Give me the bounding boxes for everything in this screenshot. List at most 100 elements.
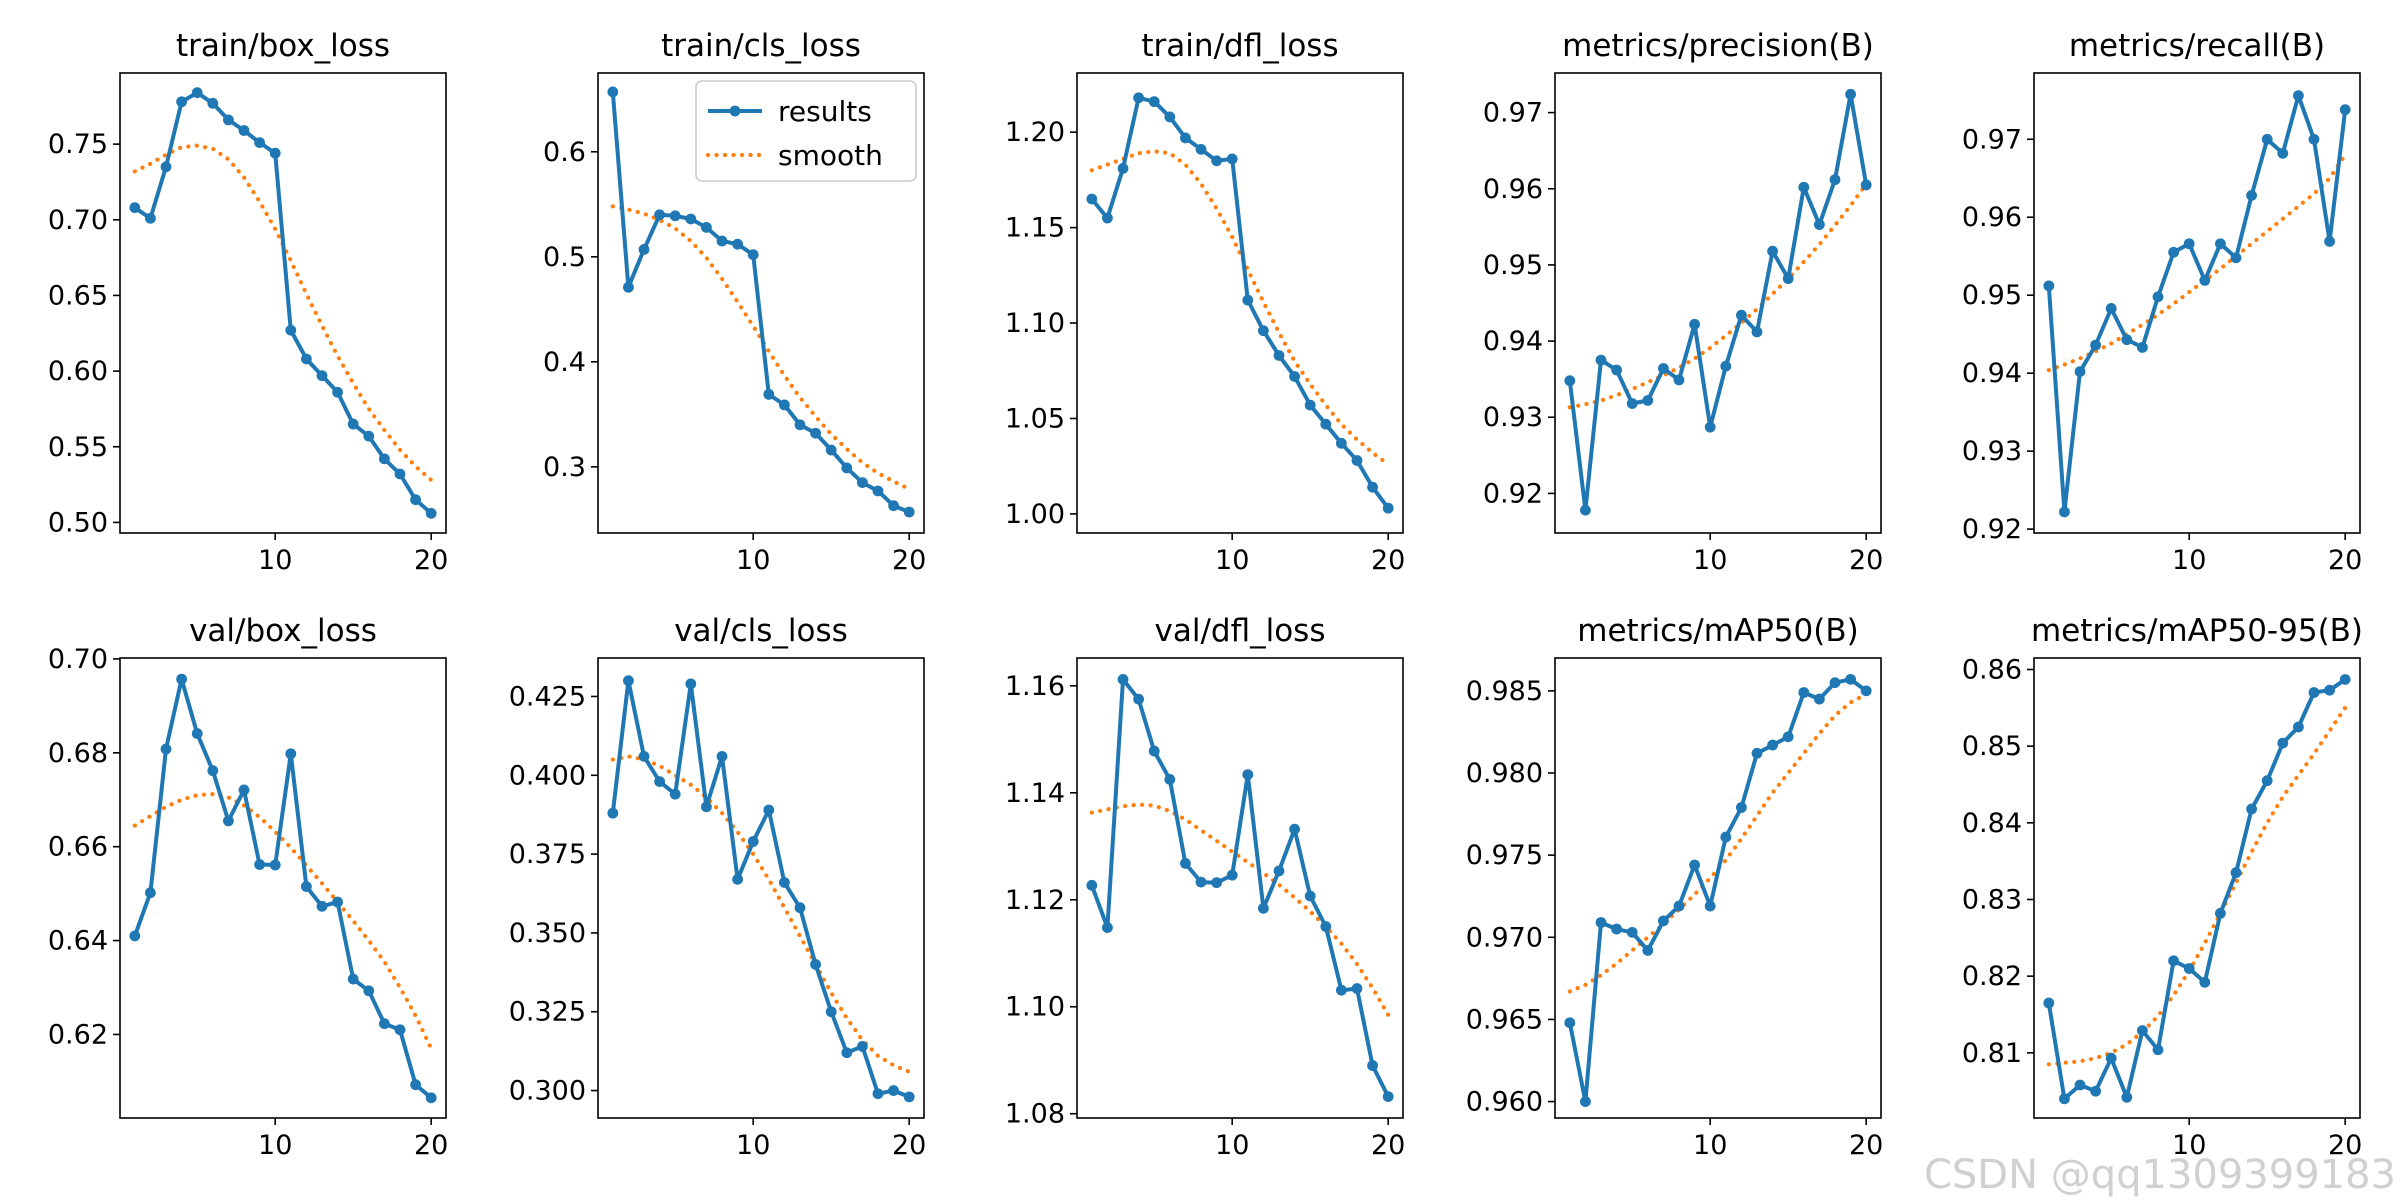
results-point <box>2152 1044 2164 1056</box>
results-point <box>1580 1096 1591 1107</box>
x-tick-label: 20 <box>2328 1130 2362 1161</box>
y-tick-label: 0.82 <box>1962 961 2022 992</box>
y-tick-label: 0.70 <box>48 644 108 675</box>
y-tick-label: 1.20 <box>1005 117 1065 148</box>
subplot-title: train/box_loss <box>176 28 390 64</box>
results-point <box>1180 857 1191 869</box>
results-point <box>191 87 203 99</box>
y-tick-label: 0.92 <box>1483 478 1543 509</box>
subplot-metrics-precision-b: metrics/precision(B) 10 20 0.92 0.93 0.94 0.95… <box>1483 28 1883 576</box>
x-tick-label: 10 <box>1693 1130 1727 1161</box>
results-point <box>638 244 650 255</box>
subplot-train-cls-loss: train/cls_loss 10 20 0.3 0.4 0.5 0.6 results smo… <box>543 28 926 576</box>
results-point <box>1658 915 1669 927</box>
y-tick-label: 0.55 <box>48 432 108 463</box>
axes-frame <box>119 657 447 1119</box>
results-point <box>638 750 650 762</box>
results-point <box>1304 890 1316 902</box>
results-point <box>1845 673 1856 685</box>
subplot-title: metrics/precision(B) <box>1562 28 1874 64</box>
y-tick-label: 0.84 <box>1962 808 2022 839</box>
results-point <box>747 249 759 261</box>
results-point <box>1195 143 1207 155</box>
results-point <box>701 221 712 233</box>
results-point <box>2261 775 2273 787</box>
results-point <box>1289 371 1300 382</box>
y-tick-label: 0.70 <box>48 205 108 236</box>
results-point <box>1148 96 1160 108</box>
y-tick-label: 0.65 <box>48 280 108 311</box>
results-point <box>2152 291 2164 303</box>
results-point <box>1367 481 1378 493</box>
results-point <box>2168 955 2180 967</box>
x-tick-label: 10 <box>736 1130 770 1161</box>
results-point <box>2121 1091 2133 1103</box>
results-point <box>1242 769 1254 781</box>
y-tick-label: 0.300 <box>509 1076 586 1107</box>
results-point <box>888 1085 899 1096</box>
results-point <box>1735 309 1747 321</box>
subplot-title: metrics/mAP50(B) <box>1577 613 1858 649</box>
results-point <box>2246 190 2257 201</box>
results-point <box>2308 133 2320 145</box>
results-point <box>1164 111 1176 123</box>
results-point <box>2183 963 2195 974</box>
results-point <box>607 807 619 819</box>
x-tick-label: 10 <box>2172 545 2206 576</box>
results-point <box>1257 325 1269 337</box>
results-point <box>903 506 915 518</box>
results-point <box>394 1024 406 1036</box>
results-point <box>176 673 188 685</box>
subplot-title: train/dfl_loss <box>1141 28 1338 64</box>
results-point <box>716 750 728 762</box>
results-point <box>2059 1093 2070 1105</box>
results-point <box>1642 395 1654 406</box>
y-tick-label: 0.970 <box>1466 922 1543 953</box>
y-tick-label: 0.95 <box>1962 280 2022 311</box>
results-point <box>810 959 821 970</box>
results-point <box>2324 684 2335 696</box>
results-point <box>160 161 172 173</box>
results-point <box>732 238 744 250</box>
subplot-title: val/box_loss <box>189 613 377 649</box>
results-point <box>607 86 619 98</box>
results-point <box>841 462 853 474</box>
subplot-val-cls-loss: val/cls_loss 10 20 0.300 0.325 0.350 0.375 0.40… <box>509 613 927 1161</box>
results-point <box>2292 721 2304 733</box>
subplot-metrics-map50-95-b: metrics/mAP50-95(B) 10 20 0.81 0.82 0.83 0.84 0… <box>1962 613 2363 1161</box>
results-point <box>825 1006 837 1018</box>
results-point <box>2292 90 2304 102</box>
results-point <box>207 97 219 109</box>
y-tick-label: 0.325 <box>509 997 586 1028</box>
results-point <box>623 281 634 293</box>
y-tick-label: 1.14 <box>1005 778 1065 809</box>
results-point <box>207 765 219 777</box>
y-tick-label: 0.66 <box>48 832 108 863</box>
results-point <box>269 859 281 871</box>
results-point <box>1689 318 1701 330</box>
subplot-title: val/cls_loss <box>674 613 848 649</box>
results-point <box>1720 360 1732 372</box>
results-point <box>1798 687 1810 698</box>
x-tick-label: 20 <box>1849 545 1883 576</box>
y-tick-label: 0.94 <box>1483 326 1543 357</box>
results-point <box>347 418 359 430</box>
legend-results-marker <box>729 105 741 117</box>
axes-frame <box>1076 72 1404 534</box>
y-tick-label: 0.81 <box>1962 1038 2022 1069</box>
axes-frame <box>597 72 925 534</box>
results-point <box>1086 193 1098 205</box>
y-tick-label: 0.97 <box>1962 124 2022 155</box>
y-tick-label: 0.85 <box>1962 731 2022 762</box>
x-tick-label: 10 <box>258 1130 292 1161</box>
results-point <box>2230 252 2242 264</box>
results-point <box>794 902 806 914</box>
results-point <box>1289 823 1300 835</box>
results-point <box>1195 876 1207 888</box>
results-point <box>332 386 343 398</box>
smooth-line <box>132 143 434 483</box>
legend-smooth-label: smooth <box>778 139 883 172</box>
results-point <box>1735 802 1747 813</box>
results-point <box>332 896 343 908</box>
